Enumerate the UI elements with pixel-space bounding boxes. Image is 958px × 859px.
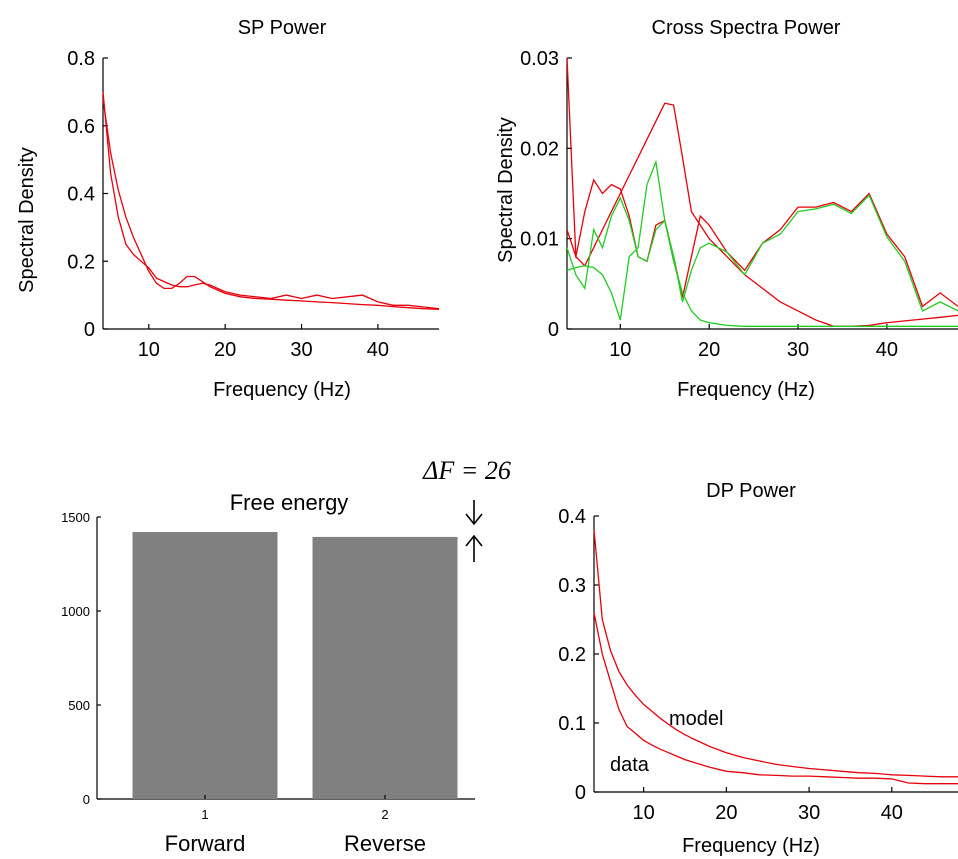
- sp-power-ylabel: Spectral Density: [16, 147, 38, 293]
- cross-spectra-axes: 10 20 30 40 0 0.01 0.02 0.03: [520, 48, 958, 361]
- dp-power-y-tick-label: 0: [575, 782, 586, 804]
- sp-power-axes: 10 20 30 40 0 0.2 0.4 0.6 0.8: [67, 48, 440, 361]
- free-energy-axes: 0 500 1000 1500 1 Forward 2 Reverse: [61, 510, 475, 856]
- cross-spectra-y-tick-label: 0.03: [520, 48, 559, 70]
- cross-spectra-ylabel: Spectral Density: [495, 117, 517, 263]
- sp-power-x-tick-label: 20: [214, 339, 236, 361]
- cross-spectra-series-line-2: [566, 178, 958, 308]
- dp-power-axes: 10 20 30 40 0 0.1 0.2 0.3 0.4: [558, 506, 958, 824]
- dp-power-y-tick-label: 0.3: [558, 575, 586, 597]
- sp-power-x-tick-label: 30: [290, 339, 312, 361]
- free-energy-bar-forward: [132, 532, 278, 799]
- dp-power-y-tick-label: 0.2: [558, 644, 586, 666]
- arrow-down-icon: [465, 500, 483, 526]
- dp-power-x-tick-label: 20: [715, 802, 737, 824]
- sp-power-series-line-1: [102, 98, 440, 311]
- cross-spectra-y-tick-label: 0.01: [520, 229, 559, 251]
- cross-spectra-series-line-1: [566, 57, 958, 327]
- cross-spectra-series-line-3: [566, 194, 958, 312]
- sp-power-y-tick-label: 0: [84, 319, 95, 341]
- dp-power-series-line-model: [593, 529, 958, 778]
- sp-power-y-tick-label: 0.6: [67, 116, 95, 138]
- free-energy-bar-reverse: [312, 536, 458, 799]
- cross-spectra-panel: Cross Spectra Power Spectral Density Fre…: [495, 17, 958, 401]
- sp-power-y-tick-label: 0.2: [67, 251, 95, 273]
- dp-power-y-tick-label: 0.1: [558, 713, 586, 735]
- sp-power-series-line-2: [102, 91, 440, 310]
- delta-f-annotation: ΔF = 26: [422, 456, 511, 485]
- cross-spectra-x-tick-label: 10: [609, 339, 631, 361]
- sp-power-xlabel: Frequency (Hz): [213, 379, 351, 401]
- dp-power-series-line-data: [593, 612, 958, 785]
- sp-power-y-tick-label: 0.4: [67, 184, 95, 206]
- dp-power-title: DP Power: [706, 480, 796, 502]
- free-energy-y-tick-label: 500: [68, 698, 90, 713]
- free-energy-title: Free energy: [230, 490, 349, 515]
- dp-power-x-tick-label: 40: [881, 802, 903, 824]
- cross-spectra-x-tick-label: 40: [876, 339, 898, 361]
- free-energy-y-tick-label: 1500: [61, 510, 90, 525]
- dp-power-x-tick-label: 10: [633, 802, 655, 824]
- free-energy-y-tick-label: 0: [83, 792, 90, 807]
- cross-spectra-title: Cross Spectra Power: [652, 17, 841, 39]
- dp-power-x-tick-label: 30: [798, 802, 820, 824]
- cross-spectra-xlabel: Frequency (Hz): [677, 379, 815, 401]
- dp-power-panel: DP Power Frequency (Hz) model data 10 20 3…: [558, 480, 958, 857]
- sp-power-title: SP Power: [238, 17, 327, 39]
- sp-power-x-tick-label: 10: [138, 339, 160, 361]
- dp-power-y-tick-label: 0.4: [558, 506, 586, 528]
- free-energy-panel: Free energy ΔF = 26 0 500 1000 1500 1 Forward…: [61, 456, 511, 856]
- cross-spectra-series-line-4: [566, 159, 958, 327]
- arrow-up-icon: [465, 534, 483, 562]
- data-annotation: data: [610, 754, 650, 776]
- free-energy-category-label: Reverse: [344, 831, 426, 856]
- cross-spectra-y-tick-label: 0.02: [520, 138, 559, 160]
- cross-spectra-y-tick-label: 0: [548, 319, 559, 341]
- cross-spectra-x-tick-label: 20: [698, 339, 720, 361]
- free-energy-x-tick-label: 2: [381, 807, 388, 822]
- free-energy-x-tick-label: 1: [201, 807, 208, 822]
- free-energy-y-tick-label: 1000: [61, 604, 90, 619]
- dp-power-xlabel: Frequency (Hz): [682, 835, 820, 857]
- model-annotation: model: [669, 708, 723, 730]
- sp-power-x-tick-label: 40: [367, 339, 389, 361]
- sp-power-panel: SP Power Spectral Density Frequency (Hz)…: [16, 17, 440, 401]
- cross-spectra-x-tick-label: 30: [787, 339, 809, 361]
- free-energy-category-label: Forward: [165, 831, 246, 856]
- sp-power-y-tick-label: 0.8: [67, 48, 95, 70]
